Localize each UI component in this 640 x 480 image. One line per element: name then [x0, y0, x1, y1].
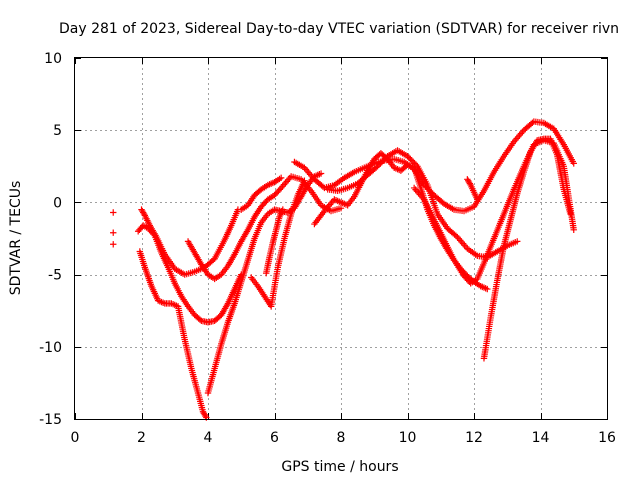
series-arc-2	[136, 248, 210, 421]
data-point	[570, 226, 577, 234]
data-point	[452, 232, 460, 240]
x-axis-label: GPS time / hours	[281, 459, 398, 475]
y-tick-label: -5	[48, 268, 62, 284]
x-tick-label: 12	[465, 430, 483, 446]
data-point	[277, 174, 285, 182]
data-point	[570, 160, 577, 167]
data-point	[378, 158, 386, 166]
data-point	[337, 204, 345, 212]
data-point	[375, 161, 383, 169]
data-point	[407, 155, 414, 163]
data-point	[301, 177, 308, 184]
data-point	[381, 155, 388, 163]
y-tick-label: 10	[44, 51, 62, 67]
data-point	[110, 229, 117, 236]
y-tick-labels: -15 -10 -5 0 5 10	[39, 51, 62, 428]
data-point	[279, 206, 287, 213]
data-point	[276, 186, 284, 193]
y-tick-label: 5	[53, 123, 62, 139]
data-point	[319, 183, 327, 190]
data-point	[514, 238, 521, 245]
series-arc-15	[480, 135, 574, 362]
data-point	[110, 241, 117, 248]
data-point	[408, 157, 415, 164]
x-tick-label: 16	[598, 430, 616, 446]
series-arc-5	[184, 173, 345, 283]
y-tick-label: -15	[39, 412, 62, 428]
x-tick-label: 14	[532, 430, 550, 446]
plot-frame	[74, 57, 608, 420]
x-tick-label: 8	[337, 430, 346, 446]
data-point	[405, 154, 413, 161]
series-arc-12	[324, 147, 521, 261]
data-point	[377, 160, 384, 167]
data-point	[412, 161, 420, 169]
data-point	[411, 160, 418, 167]
data-point	[110, 209, 117, 216]
data-point	[529, 119, 536, 126]
x-tick-label: 0	[71, 430, 80, 446]
data-point	[567, 210, 574, 218]
data-point	[374, 163, 381, 170]
data-point	[410, 158, 417, 166]
y-tick-label: 0	[53, 195, 62, 211]
series-arc-8	[248, 177, 308, 310]
series-arc-10	[291, 118, 577, 215]
x-tick-label: 10	[399, 430, 417, 446]
series-arc-1	[110, 209, 117, 248]
chart-title: Day 281 of 2023, Sidereal Day-to-day VTE…	[59, 21, 619, 37]
data-point	[380, 157, 387, 164]
data-point	[404, 152, 411, 160]
data-point	[466, 180, 474, 187]
data-point	[202, 412, 209, 420]
x-tick-label: 2	[137, 430, 146, 446]
series-arc-14	[464, 176, 481, 203]
data-point	[474, 196, 481, 203]
x-tick-label: 4	[204, 430, 213, 446]
data-point	[317, 170, 325, 177]
x-tick-labels: 0 2 4 6 8 10 12 14 16	[71, 430, 616, 446]
data-point	[196, 316, 204, 323]
series-arc-9	[262, 206, 287, 277]
data-series	[110, 118, 577, 421]
x-tick-label: 6	[270, 430, 279, 446]
series-arc-7	[238, 174, 285, 213]
y-tick-label: -10	[39, 340, 62, 356]
data-point	[484, 285, 491, 293]
series-arc-6	[204, 170, 325, 397]
y-axis-label: SDTVAR / TECUs	[8, 181, 24, 296]
